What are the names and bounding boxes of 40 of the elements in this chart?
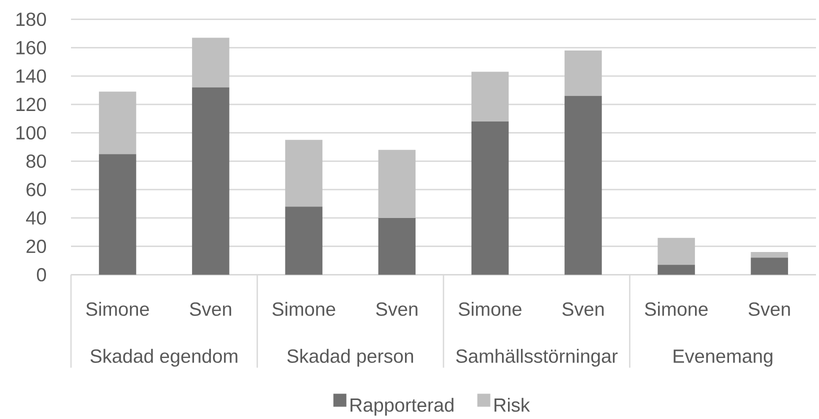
bar <box>285 206 322 275</box>
bar <box>192 38 230 88</box>
bar <box>658 264 695 275</box>
bar <box>564 50 602 96</box>
y-tick-label: 180 <box>16 12 46 26</box>
x-tick-label: Simone <box>644 302 708 316</box>
bar <box>98 92 136 154</box>
x-tick-label: Sven <box>190 302 232 316</box>
bar <box>378 150 416 218</box>
bar <box>98 154 136 275</box>
y-tick-label: 120 <box>16 98 46 112</box>
y-tick-label: 40 <box>26 211 46 225</box>
bar <box>750 252 788 258</box>
legend-label: Risk <box>494 398 530 412</box>
bar <box>378 218 416 275</box>
y-tick-label: 20 <box>26 240 46 254</box>
text: Samhällsstörningar <box>456 348 618 367</box>
legend-label: Rapporterad <box>350 398 454 416</box>
text: Skadad egendom <box>90 348 238 367</box>
x-tick-label: Simone <box>272 302 336 316</box>
x-tick-label: Sven <box>562 302 604 316</box>
x-tick-label: Sven <box>376 302 418 316</box>
bar <box>471 72 509 122</box>
bar <box>658 238 695 265</box>
bar <box>564 96 602 275</box>
bar <box>471 121 509 275</box>
text: Skadad person <box>287 348 414 367</box>
text: Evenemang <box>674 350 772 367</box>
y-tick-label: 100 <box>16 126 46 140</box>
x-tick-label: Sven <box>748 302 790 316</box>
x-tick-label: Simone <box>458 302 522 316</box>
y-tick-label: 60 <box>26 182 46 196</box>
x-tick-label: Simone <box>86 302 149 316</box>
bar <box>750 258 788 275</box>
y-tick-label: 140 <box>16 69 46 83</box>
bar <box>285 140 322 207</box>
y-tick-label: 0 <box>36 268 46 282</box>
bar <box>192 87 230 275</box>
y-tick-label: 160 <box>16 40 46 54</box>
y-tick-label: 80 <box>26 154 46 168</box>
